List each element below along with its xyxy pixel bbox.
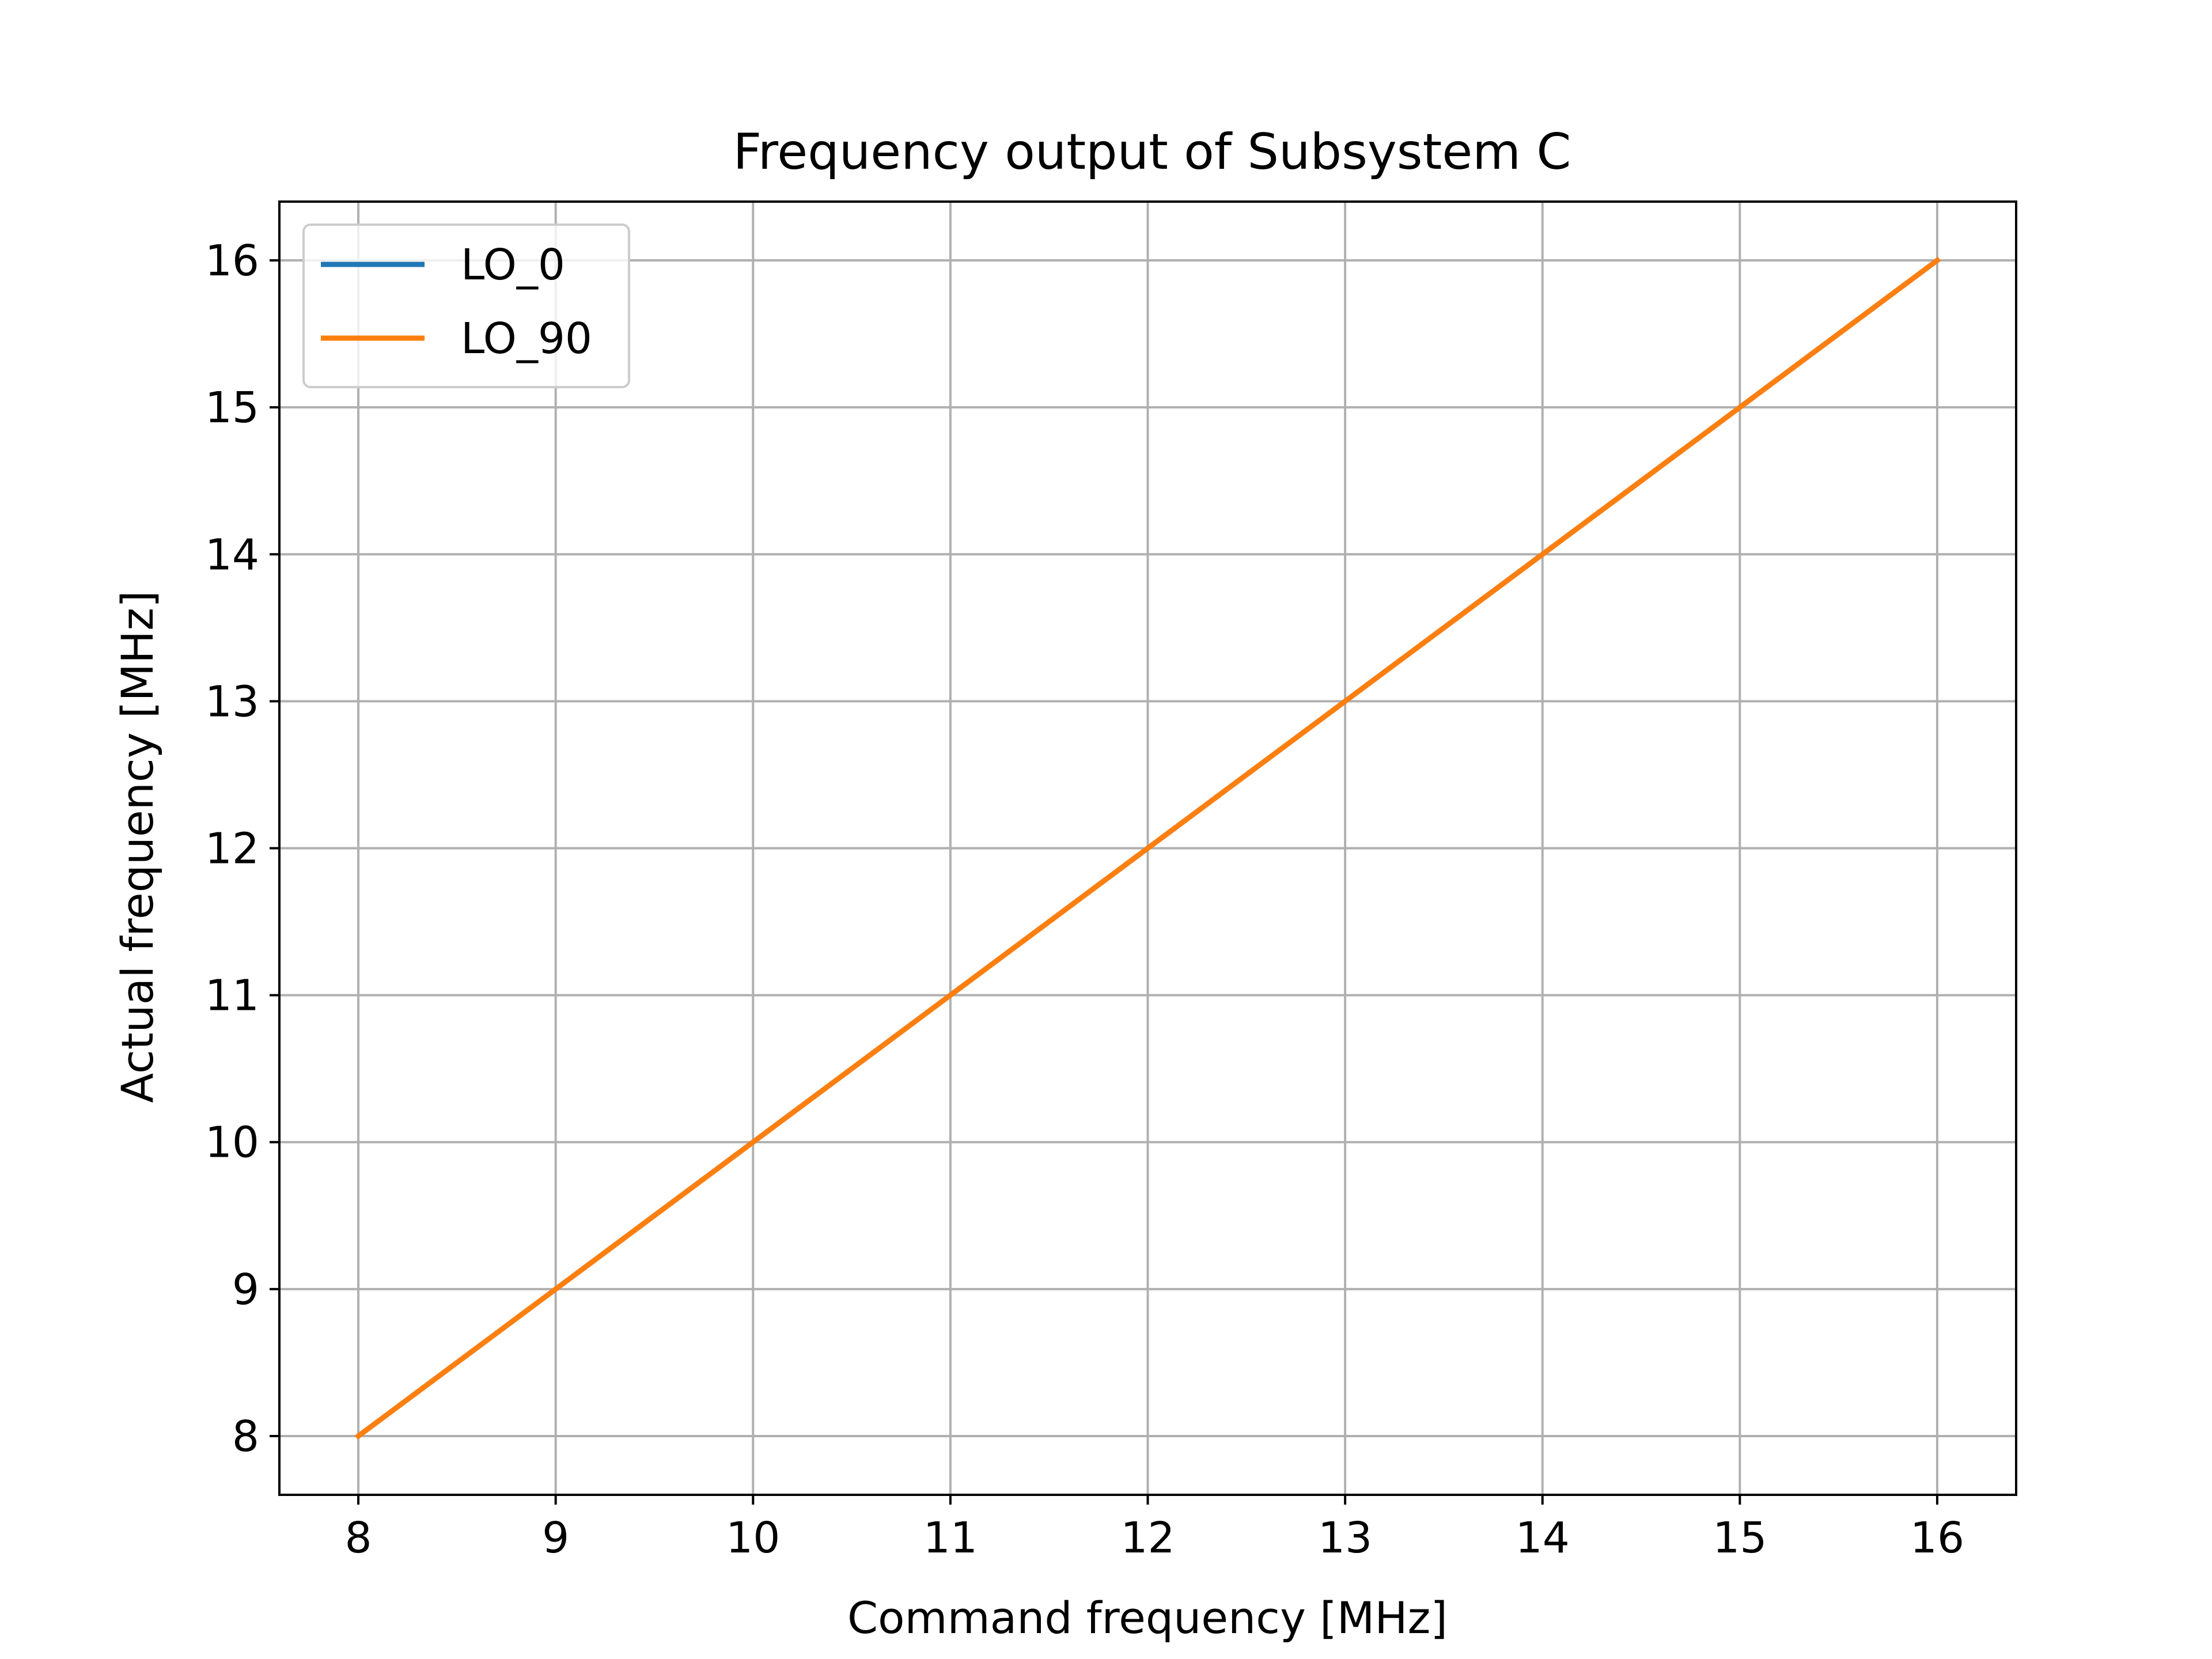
x-tick-label: 8: [344, 1513, 372, 1563]
x-tick-label: 12: [1120, 1513, 1175, 1563]
x-tick-label: 16: [1910, 1513, 1964, 1563]
y-tick-label: 15: [205, 383, 259, 433]
y-tick-label: 16: [205, 236, 259, 286]
x-axis: 8 9 10 11 12 13 14 15 16: [344, 1495, 1964, 1563]
y-tick-label: 10: [205, 1118, 259, 1168]
series-layer: [354, 256, 1941, 1440]
y-axis: 8 9 10 11 12 13 14 15 16: [205, 236, 279, 1461]
chart-title: Frequency output of Subsystem C: [733, 123, 1571, 181]
y-tick-label: 12: [205, 824, 259, 874]
y-axis-label: Actual frequency [MHz]: [112, 590, 163, 1103]
x-axis-label: Command frequency [MHz]: [847, 1592, 1448, 1643]
y-tick-label: 9: [232, 1265, 259, 1315]
y-tick-label: 8: [232, 1412, 259, 1461]
legend-label-lo-90: LO_90: [461, 314, 592, 363]
y-tick-label: 11: [205, 971, 259, 1021]
x-tick-label: 10: [726, 1513, 780, 1563]
y-tick-label: 13: [205, 677, 259, 726]
x-tick-label: 14: [1516, 1513, 1570, 1563]
legend-label-lo-0: LO_0: [461, 240, 565, 290]
x-tick-label: 15: [1713, 1513, 1767, 1563]
x-tick-label: 11: [923, 1513, 978, 1563]
series-line-lo-90: [354, 256, 1941, 1440]
x-tick-label: 9: [542, 1513, 569, 1563]
x-tick-label: 13: [1318, 1513, 1372, 1563]
legend: LO_0 LO_90: [302, 224, 630, 388]
y-tick-label: 14: [205, 530, 259, 579]
